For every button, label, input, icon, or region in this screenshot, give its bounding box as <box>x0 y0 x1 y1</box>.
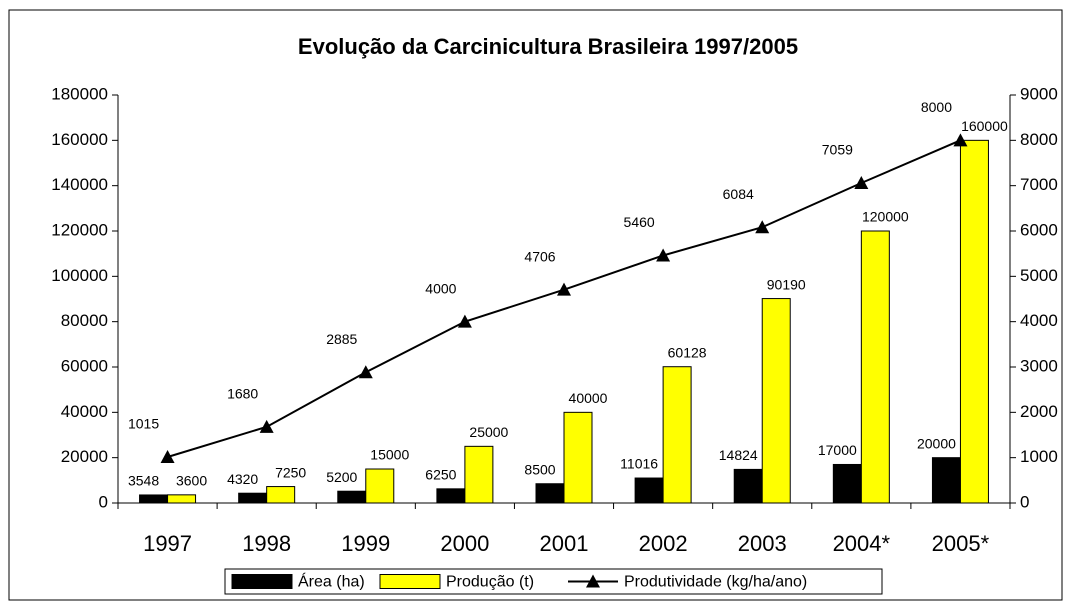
legend-swatch <box>379 574 441 589</box>
data-label: 7059 <box>822 142 853 158</box>
y2-tick-label: 4000 <box>1020 311 1058 330</box>
data-label: 6084 <box>723 186 754 202</box>
bar <box>634 477 664 504</box>
marker <box>953 133 968 147</box>
bar <box>761 298 791 504</box>
bar <box>266 486 296 504</box>
data-label: 25000 <box>469 424 508 440</box>
data-label: 3548 <box>128 473 159 489</box>
x-tick-label: 2000 <box>440 531 489 556</box>
data-label: 90190 <box>767 276 806 292</box>
legend-label: Área (ha) <box>298 572 365 591</box>
marker <box>358 365 373 379</box>
x-tick-label: 1998 <box>242 531 291 556</box>
bar <box>365 468 395 504</box>
x-tick-label: 2003 <box>738 531 787 556</box>
y-tick-label: 100000 <box>51 266 108 285</box>
marker <box>457 314 472 328</box>
y2-tick-label: 2000 <box>1020 402 1058 421</box>
data-label: 4706 <box>524 248 555 264</box>
data-label: 4000 <box>425 280 456 296</box>
marker <box>160 449 175 463</box>
data-label: 40000 <box>569 390 608 406</box>
legend-marker <box>586 574 600 588</box>
y2-tick-label: 7000 <box>1020 175 1058 194</box>
data-label: 4320 <box>227 471 258 487</box>
x-tick-label: 2001 <box>540 531 589 556</box>
data-label: 3600 <box>176 473 207 489</box>
y2-tick-label: 1000 <box>1020 447 1058 466</box>
legend-label: Produtividade (kg/ha/ano) <box>624 574 807 591</box>
bar <box>733 468 763 504</box>
y2-tick-label: 5000 <box>1020 266 1058 285</box>
data-label: 20000 <box>917 435 956 451</box>
marker <box>557 282 571 296</box>
y2-tick-label: 8000 <box>1020 130 1058 149</box>
marker <box>854 175 869 189</box>
bar <box>563 411 593 504</box>
data-label: 14824 <box>719 447 758 463</box>
data-label: 1015 <box>128 416 159 432</box>
data-label: 5200 <box>326 469 357 485</box>
marker <box>259 419 274 433</box>
bar <box>139 494 169 504</box>
y-tick-label: 120000 <box>51 220 108 239</box>
y-tick-label: 40000 <box>61 402 108 421</box>
y2-tick-label: 3000 <box>1020 356 1058 375</box>
y-tick-label: 160000 <box>51 130 108 149</box>
chart-frame <box>8 9 1063 601</box>
y-tick-label: 60000 <box>61 356 108 375</box>
data-label: 17000 <box>818 442 857 458</box>
bar <box>167 494 197 504</box>
y-tick-label: 80000 <box>61 311 108 330</box>
bar <box>959 139 989 504</box>
marker <box>755 220 770 234</box>
bar <box>436 488 466 504</box>
data-label: 11016 <box>620 456 658 472</box>
data-label: 5460 <box>624 214 655 230</box>
x-tick-label: 2004* <box>833 531 891 556</box>
data-label: 60128 <box>668 344 707 360</box>
x-tick-label: 1997 <box>143 531 192 556</box>
data-label: 8000 <box>921 99 952 115</box>
data-label: 160000 <box>961 118 1008 134</box>
bar <box>337 490 367 504</box>
x-tick-label: 2002 <box>639 531 688 556</box>
bar <box>860 230 890 504</box>
data-label: 1680 <box>227 386 258 402</box>
bar <box>535 483 565 504</box>
chart-title: Evolução da Carcinicultura Brasileira 19… <box>298 34 798 59</box>
data-label: 8500 <box>524 461 555 477</box>
y2-tick-label: 9000 <box>1020 84 1058 103</box>
bar <box>662 366 692 504</box>
y2-tick-label: 6000 <box>1020 220 1058 239</box>
y2-tick-label: 0 <box>1020 492 1029 511</box>
data-label: 15000 <box>370 447 409 463</box>
legend-box <box>224 568 883 595</box>
data-label: 120000 <box>862 209 909 225</box>
data-label: 7250 <box>275 464 306 480</box>
bar <box>238 492 268 504</box>
y-tick-label: 0 <box>99 492 108 511</box>
x-tick-label: 1999 <box>341 531 390 556</box>
marker <box>656 248 671 262</box>
bar <box>464 445 494 504</box>
legend-swatch <box>231 574 293 589</box>
legend-label: Produção (t) <box>446 574 534 591</box>
bar <box>832 463 862 504</box>
data-label: 2885 <box>326 331 357 347</box>
y-tick-label: 140000 <box>51 175 108 194</box>
data-label: 6250 <box>425 467 456 483</box>
x-tick-label: 2005* <box>932 531 990 556</box>
y-tick-label: 180000 <box>51 84 108 103</box>
bar <box>931 457 961 504</box>
y-tick-label: 20000 <box>61 447 108 466</box>
